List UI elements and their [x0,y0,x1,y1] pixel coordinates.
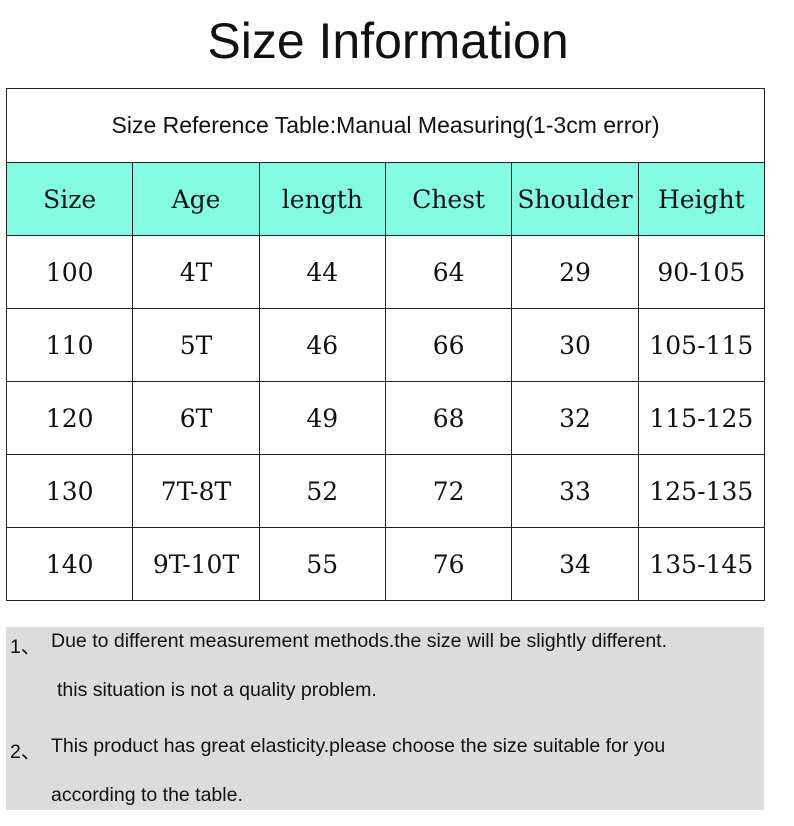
table-row: 120 6T 49 68 32 115-125 [5,381,766,455]
table-cell: 100 [5,235,134,309]
header-row: Size Age length Chest Shoulder Height [5,162,766,236]
table-cell: 44 [258,235,386,309]
table-cell: 68 [384,381,513,455]
header-cell: Shoulder [511,162,639,236]
table-cell: 7T-8T [132,454,260,528]
note-2-number: 2、 [10,741,41,763]
note-1-number: 1、 [10,636,41,658]
notes-box: 1、 Due to different measurement methods.… [6,627,764,810]
table-cell: 72 [384,454,513,528]
table-cell: 46 [258,308,386,382]
header-cell: length [258,162,386,236]
header-cell: Size [5,162,134,236]
table-cell: 90-105 [637,235,766,309]
table-row: 100 4T 44 64 29 90-105 [5,235,766,309]
table-cell: 135-145 [637,527,766,601]
table-cell: 105-115 [637,308,766,382]
table-cell: 120 [5,381,134,455]
table-cell: 4T [132,235,260,309]
table-row: 140 9T-10T 55 76 34 135-145 [5,527,766,601]
table-cell: 130 [5,454,134,528]
header-cell: Height [637,162,766,236]
header-cell: Chest [384,162,513,236]
table-cell: 30 [511,308,639,382]
table-cell: 6T [132,381,260,455]
size-table: Size Reference Table:Manual Measuring(1-… [5,88,766,601]
table-cell: 140 [5,527,134,601]
table-cell: 76 [384,527,513,601]
table-cell: 33 [511,454,639,528]
table-cell: 9T-10T [132,527,260,601]
note-2-line2: according to the table. [51,784,243,806]
table-cell: 115-125 [637,381,766,455]
table-cell: 52 [258,454,386,528]
table-cell: 64 [384,235,513,309]
note-1-line2: this situation is not a quality problem. [57,679,377,701]
table-cell: 49 [258,381,386,455]
note-2-line1: This product has great elasticity.please… [51,735,666,757]
table-cell: 32 [511,381,639,455]
note-1-line1: Due to different measurement methods.the… [51,630,668,652]
table-cell: 29 [511,235,639,309]
table-cell: 55 [258,527,386,601]
table-row: 110 5T 46 66 30 105-115 [5,308,766,382]
table-caption: Size Reference Table:Manual Measuring(1-… [6,88,765,163]
table-row: 130 7T-8T 52 72 33 125-135 [5,454,766,528]
table-cell: 110 [5,308,134,382]
table-cell: 5T [132,308,260,382]
table-cell: 34 [511,527,639,601]
header-cell: Age [132,162,260,236]
page-title: Size Information [207,13,569,69]
table-cell: 125-135 [637,454,766,528]
table-cell: 66 [384,308,513,382]
